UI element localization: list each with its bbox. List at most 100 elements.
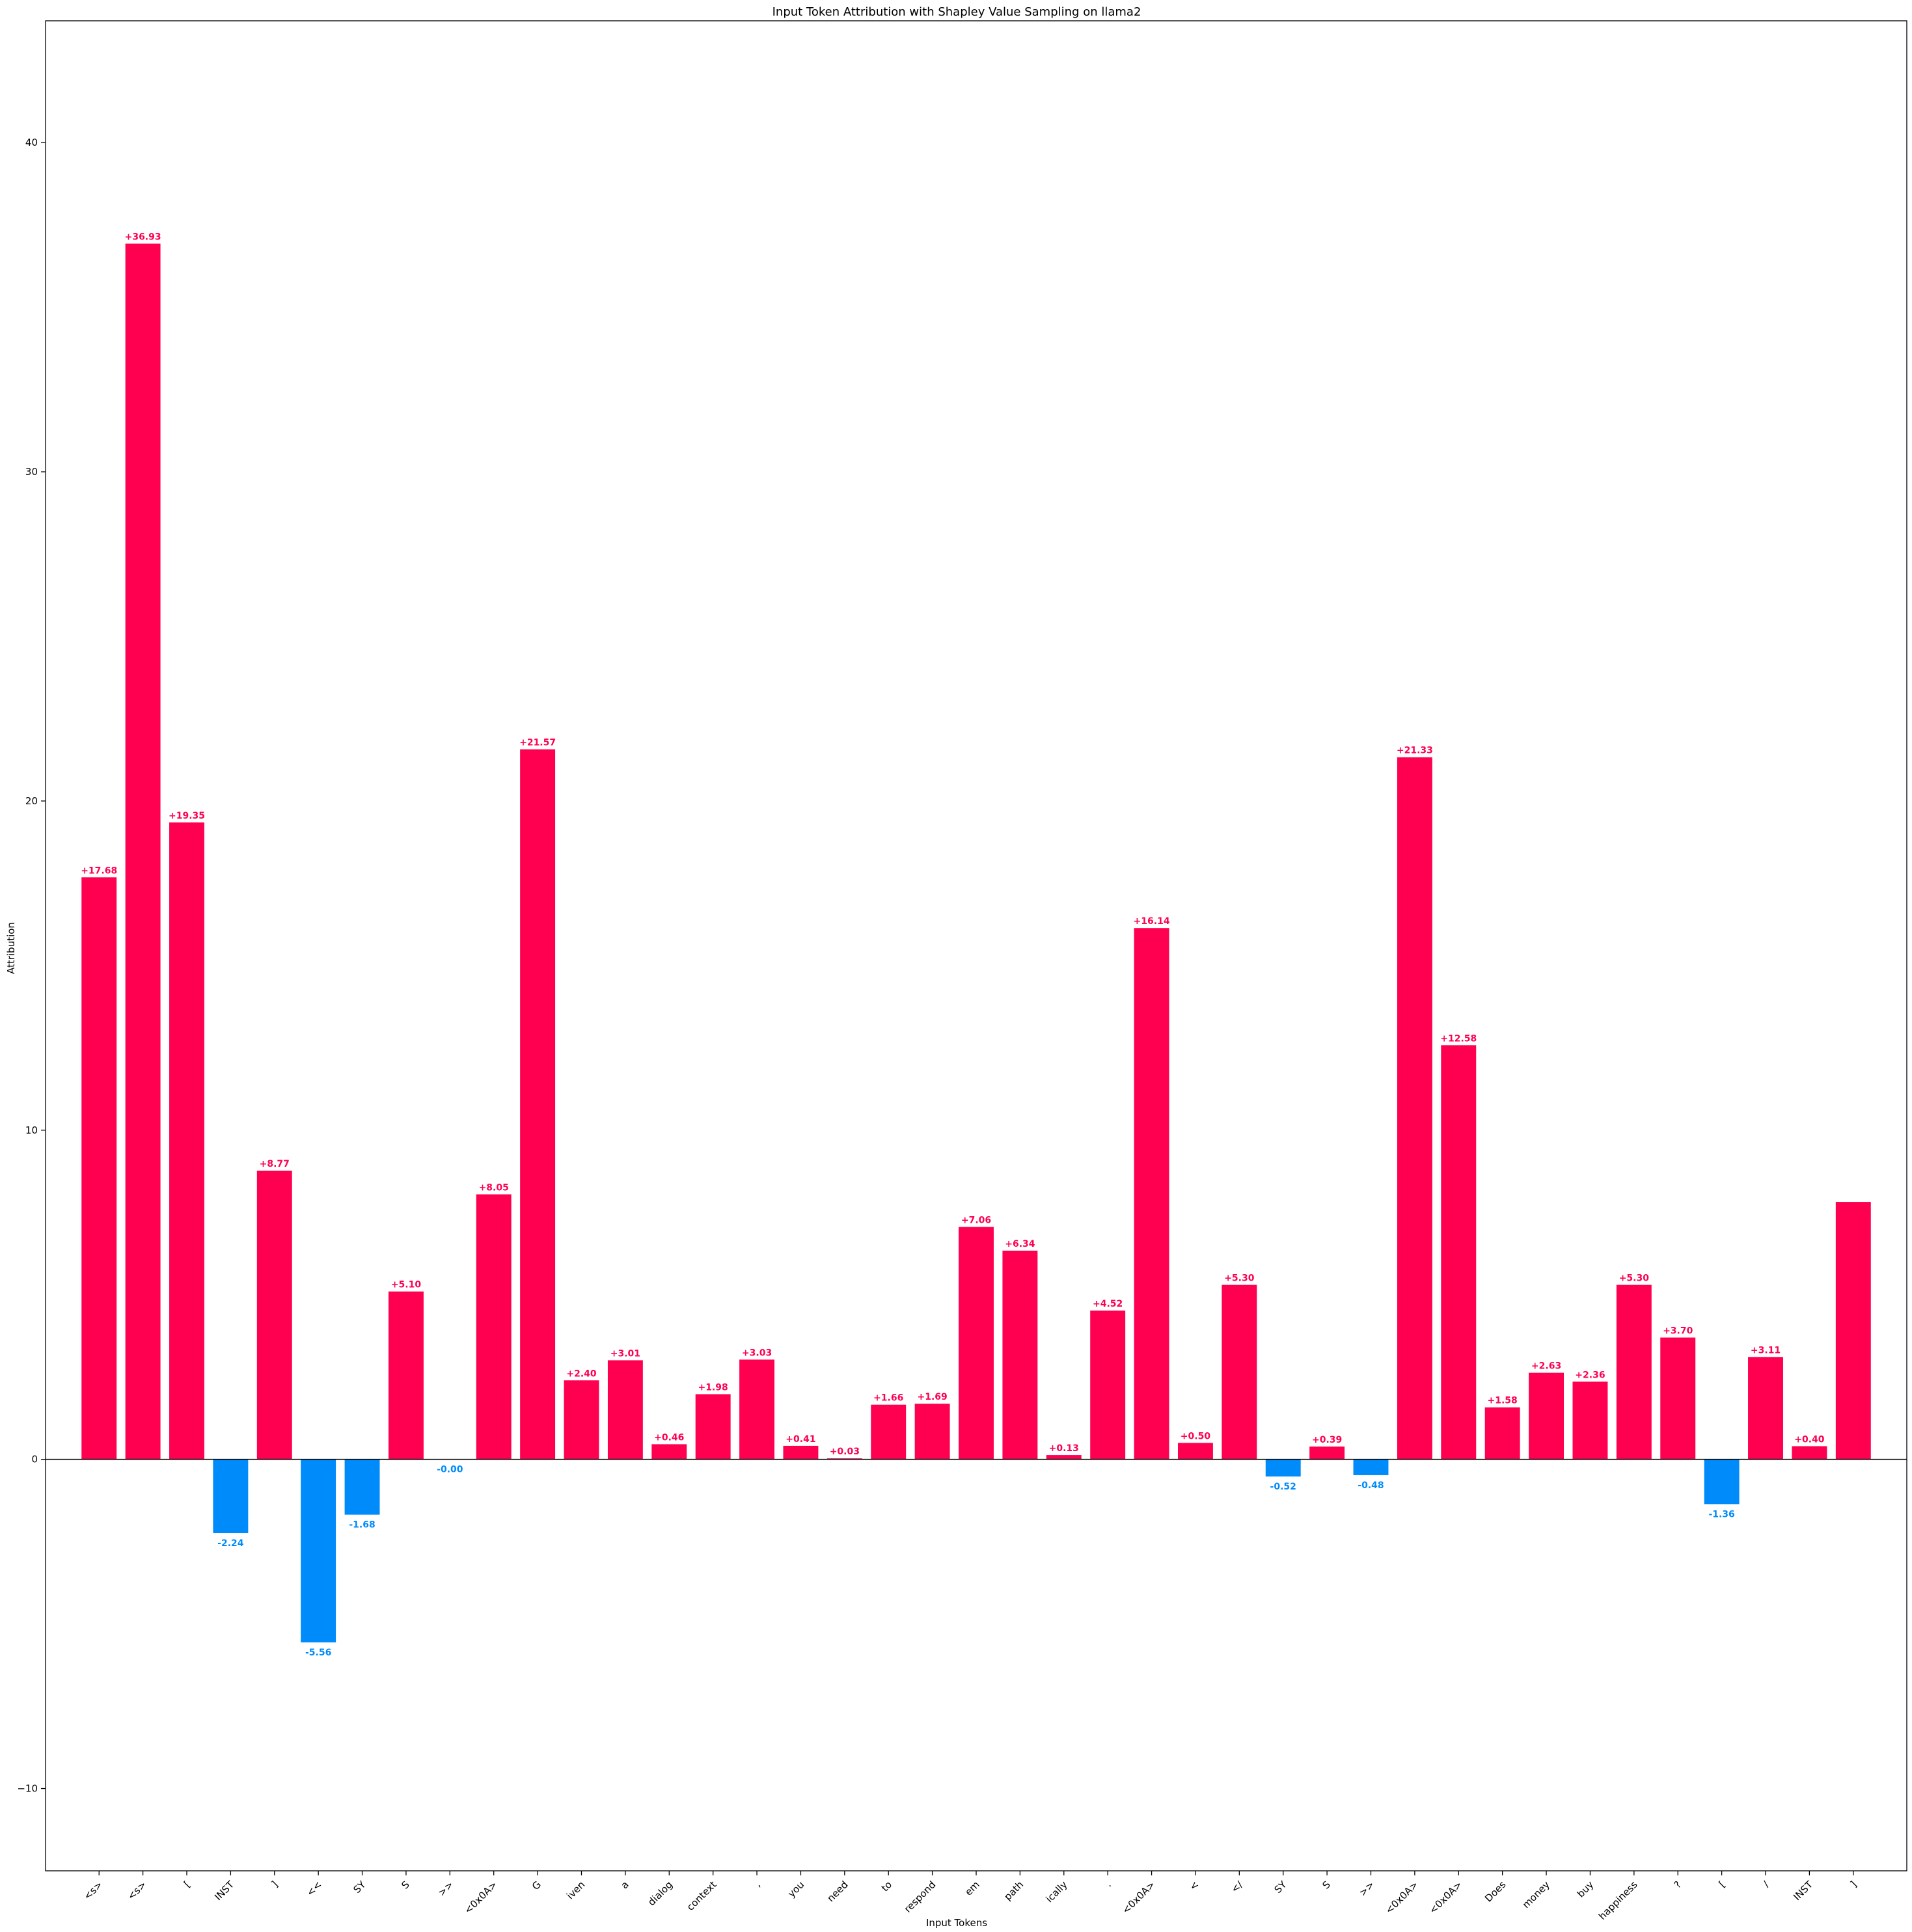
bar-value-label: +0.03	[830, 1447, 860, 1457]
bar-value-label: +3.11	[1751, 1345, 1781, 1355]
x-tick-label: a	[618, 1879, 631, 1891]
x-tick-label: ically	[1043, 1879, 1069, 1905]
x-tick-label: [	[1717, 1879, 1728, 1890]
bar	[1177, 1443, 1213, 1460]
x-tick-label: to	[879, 1879, 894, 1894]
bar	[607, 1360, 643, 1460]
bar	[1484, 1407, 1520, 1460]
bar-value-label: -0.00	[437, 1465, 463, 1475]
bar	[783, 1445, 819, 1460]
bar-value-label: +6.34	[1005, 1239, 1035, 1249]
bar-value-label: -0.48	[1358, 1480, 1384, 1491]
x-tick-label: money	[1520, 1879, 1552, 1911]
x-tick-label: <	[1187, 1879, 1201, 1893]
x-tick-label: INST	[212, 1879, 237, 1903]
x-tick-label: </	[1229, 1878, 1246, 1895]
x-tick-label: .	[1103, 1879, 1113, 1889]
bar-value-label: +5.30	[1619, 1273, 1650, 1284]
bar	[125, 243, 161, 1460]
x-tick-label: S	[399, 1879, 411, 1891]
bar-value-label: +3.70	[1663, 1326, 1693, 1336]
bar-value-label: +0.39	[1312, 1435, 1342, 1445]
bar	[344, 1459, 380, 1515]
x-axis-label: Input Tokens	[926, 1917, 987, 1929]
bar-value-label: +0.50	[1181, 1431, 1211, 1441]
x-tick-label: ,	[752, 1879, 763, 1889]
bar	[169, 822, 204, 1460]
bar-value-label: +21.33	[1397, 746, 1433, 756]
x-tick-label: <s>	[81, 1879, 105, 1902]
bar	[1397, 757, 1432, 1460]
bar-value-label: +8.05	[479, 1182, 509, 1193]
bar-value-label: +2.36	[1575, 1370, 1605, 1380]
bar-value-label: -1.36	[1708, 1509, 1734, 1519]
y-tick-label: 10	[25, 1124, 38, 1136]
bar-value-label: +0.40	[1794, 1434, 1825, 1445]
bar-value-label: -2.24	[217, 1538, 244, 1549]
x-tick-label: S	[1320, 1879, 1332, 1891]
x-tick-label: ]	[1848, 1879, 1859, 1890]
bar	[1046, 1455, 1082, 1460]
bar	[256, 1171, 292, 1460]
bar-value-label: +2.40	[566, 1368, 597, 1379]
x-tick-label: ?	[1672, 1879, 1684, 1890]
y-tick-label: 40	[25, 137, 38, 148]
y-tick-label: 30	[25, 466, 38, 478]
bar-value-label: +19.35	[169, 811, 205, 821]
bar	[1222, 1285, 1257, 1460]
x-tick-label: INST	[1791, 1879, 1816, 1903]
x-tick-label: happiness	[1596, 1879, 1640, 1922]
bar-value-label: -0.52	[1270, 1482, 1296, 1492]
x-tick-label: SY	[351, 1879, 368, 1896]
bar	[959, 1227, 994, 1460]
bar-value-label: +5.30	[1224, 1273, 1255, 1284]
bar	[1529, 1372, 1564, 1460]
bar-value-label: +2.63	[1531, 1361, 1561, 1372]
x-tick-label: >>	[436, 1879, 456, 1899]
x-tick-label: /	[1761, 1878, 1772, 1889]
x-tick-label: path	[1002, 1879, 1026, 1903]
bar	[81, 877, 117, 1460]
x-tick-label: <<	[304, 1879, 324, 1899]
bar	[1660, 1337, 1696, 1460]
x-tick-label: <0x0A>	[1383, 1879, 1421, 1916]
bar-value-label: +3.03	[742, 1348, 772, 1358]
x-tick-label: context	[685, 1879, 719, 1913]
bar-value-label: +7.06	[961, 1216, 991, 1226]
bar	[520, 749, 556, 1460]
x-tick-label: Does	[1482, 1879, 1509, 1905]
x-tick-label: <0x0A>	[1427, 1879, 1465, 1916]
bar	[1134, 928, 1169, 1460]
y-axis-label: Attribution	[5, 922, 17, 974]
bar-value-label: +1.66	[873, 1393, 903, 1404]
bar	[1002, 1250, 1038, 1460]
x-tick-label: <0x0A>	[1120, 1879, 1158, 1916]
bar-value-label: -1.68	[349, 1520, 375, 1531]
bar-value-label: +12.58	[1440, 1033, 1477, 1044]
bar-value-label: +4.52	[1093, 1299, 1123, 1309]
bar	[1616, 1285, 1652, 1460]
bar	[388, 1291, 424, 1460]
plot-frame	[45, 20, 1907, 1871]
bar	[826, 1458, 862, 1460]
bar	[301, 1459, 336, 1642]
bar	[476, 1194, 512, 1460]
bar	[695, 1394, 731, 1460]
y-axis-ticks: −10 0 10 20 30 40	[17, 137, 46, 1795]
bar	[1572, 1381, 1608, 1460]
bar	[1748, 1357, 1783, 1460]
x-tick-label: dialog	[646, 1879, 675, 1908]
y-tick-label: −10	[17, 1783, 38, 1795]
y-tick-label: 20	[25, 795, 38, 807]
bar-value-label: +3.01	[610, 1348, 640, 1359]
bar-value-label: +36.93	[125, 232, 161, 242]
bar	[1353, 1459, 1389, 1475]
x-tick-label: >>	[1357, 1879, 1377, 1899]
x-tick-label: respond	[902, 1879, 938, 1915]
bar-value-label: +0.13	[1049, 1443, 1079, 1454]
bar-value-labels: +17.68 +36.93 +19.35 -2.24 +8.77 -5.56 -1.68 +5…	[81, 232, 1825, 1657]
x-tick-label: <0x0A>	[462, 1879, 500, 1916]
bar	[564, 1380, 599, 1460]
x-tick-label: need	[825, 1879, 850, 1904]
